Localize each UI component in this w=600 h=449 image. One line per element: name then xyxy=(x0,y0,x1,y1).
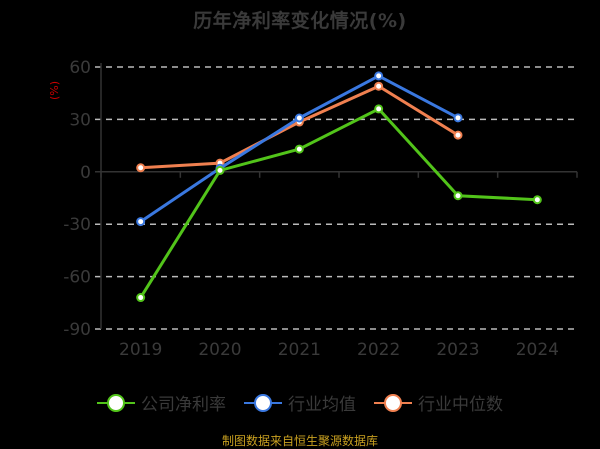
x-tick-label: 2021 xyxy=(278,340,321,360)
y-tick-label: 30 xyxy=(69,110,91,130)
x-tick-label: 2019 xyxy=(119,340,162,360)
chart-title: 历年净利率变化情况(%) xyxy=(193,10,407,32)
data-point[interactable] xyxy=(215,165,225,175)
legend-item-industry-median[interactable]: 行业中位数 xyxy=(374,390,503,415)
legend: 公司净利率 行业均值 行业中位数 xyxy=(0,390,600,415)
legend-label: 公司净利率 xyxy=(141,395,226,415)
x-tick-label: 2024 xyxy=(516,340,559,360)
data-point[interactable] xyxy=(374,104,384,114)
data-point[interactable] xyxy=(136,217,146,227)
y-tick-label: -90 xyxy=(63,320,91,340)
data-point[interactable] xyxy=(136,163,146,173)
y-tick-label: -30 xyxy=(63,215,91,235)
line-chart: 60 30 0 -30 -60 -90 2019 2020 2021 2022 2023 2024 xyxy=(63,58,578,360)
series-lines xyxy=(136,71,542,303)
data-point[interactable] xyxy=(453,113,463,123)
legend-label: 行业均值 xyxy=(288,395,356,415)
legend-item-company[interactable]: 公司净利率 xyxy=(97,390,226,415)
gridlines xyxy=(95,66,575,330)
legend-label: 行业中位数 xyxy=(418,395,503,415)
data-point[interactable] xyxy=(136,293,146,303)
data-point[interactable] xyxy=(453,130,463,140)
x-tick-label: 2023 xyxy=(436,340,479,360)
data-source-note: 制图数据来自恒生聚源数据库 xyxy=(221,434,378,448)
data-point[interactable] xyxy=(294,144,304,154)
data-point[interactable] xyxy=(294,113,304,123)
legend-marker-icon xyxy=(97,393,135,413)
series-line xyxy=(139,107,538,299)
y-tick-label: 0 xyxy=(80,163,91,183)
legend-marker-icon xyxy=(374,393,412,413)
axes: 60 30 0 -30 -60 -90 2019 2020 2021 2022 2023 2024 xyxy=(63,58,578,360)
data-point[interactable] xyxy=(453,191,463,201)
data-point[interactable] xyxy=(532,195,542,205)
y-tick-label: 60 xyxy=(69,58,91,78)
legend-item-industry-avg[interactable]: 行业均值 xyxy=(244,390,356,415)
legend-marker-icon xyxy=(244,393,282,413)
x-tick-label: 2020 xyxy=(198,340,241,360)
series-line xyxy=(140,84,459,170)
data-point[interactable] xyxy=(374,81,384,91)
x-tick-label: 2022 xyxy=(357,340,400,360)
y-tick-label: -60 xyxy=(63,268,91,288)
data-point[interactable] xyxy=(374,71,384,81)
